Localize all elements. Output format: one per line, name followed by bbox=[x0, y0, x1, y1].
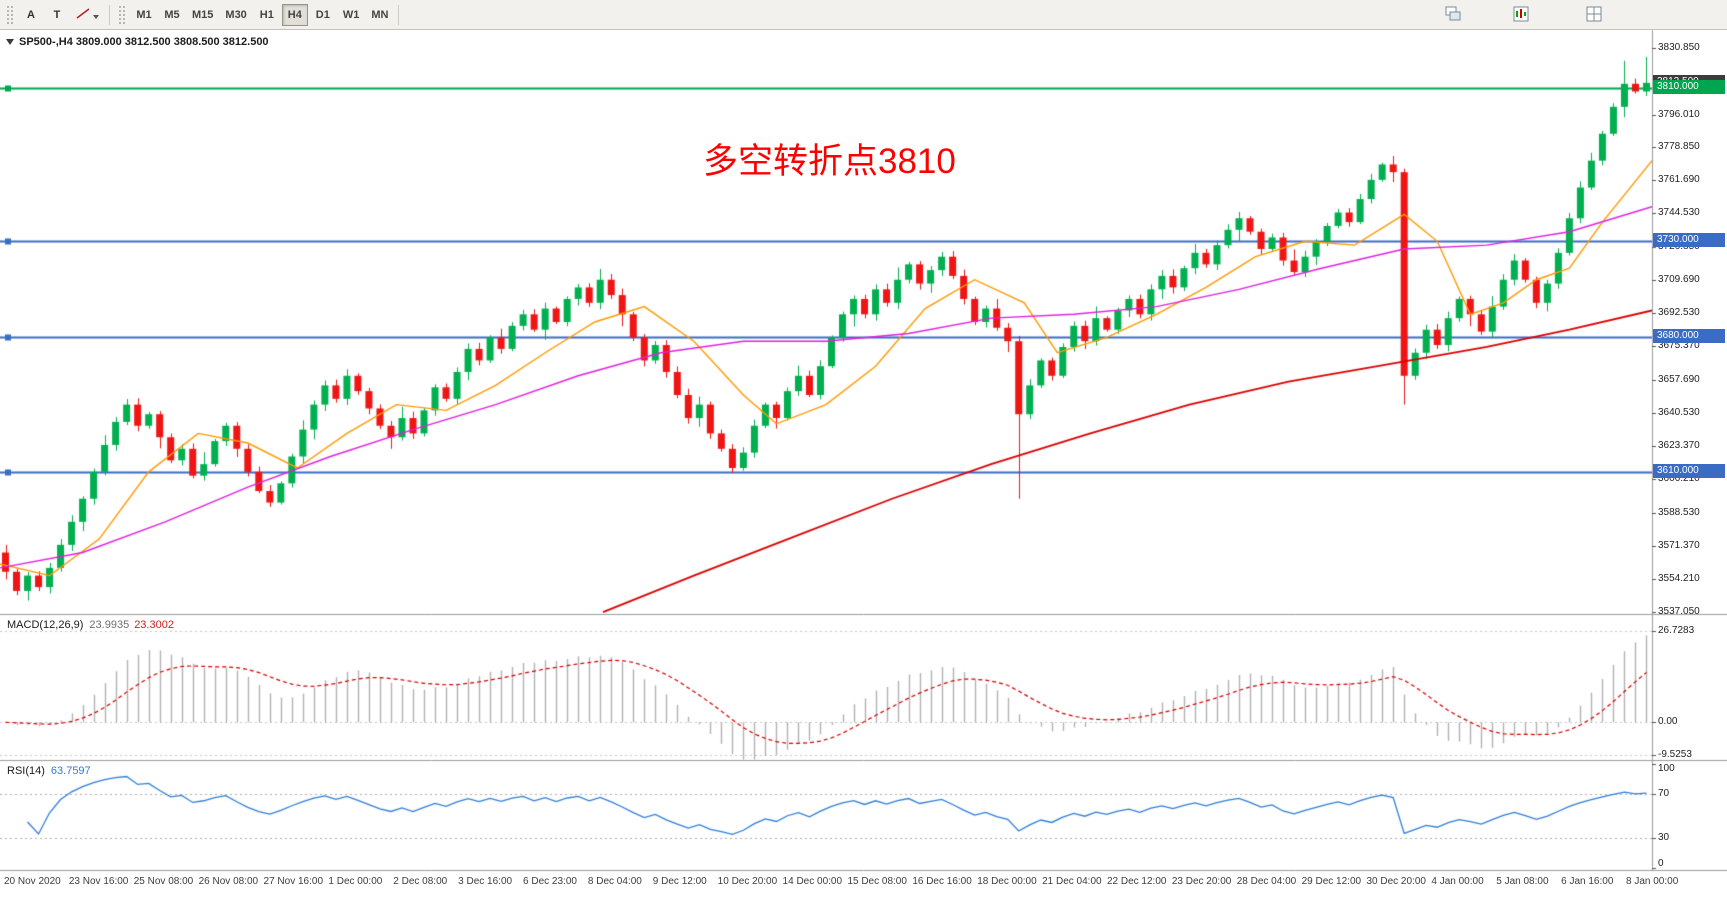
timeframe-button-m5[interactable]: M5 bbox=[159, 4, 185, 26]
price-axis-label: 3606.210 bbox=[1658, 473, 1700, 485]
time-axis-label: 1 Dec 00:00 bbox=[328, 876, 383, 887]
time-axis-label: 2 Dec 08:00 bbox=[393, 876, 448, 887]
time-axis-label: 26 Nov 08:00 bbox=[198, 876, 259, 887]
time-axis-label: 28 Dec 04:00 bbox=[1236, 876, 1297, 887]
chart-annotation[interactable]: 多空转折点3810 bbox=[703, 142, 956, 181]
time-axis-label: 6 Dec 23:00 bbox=[523, 876, 577, 887]
price-axis-label: 3640.530 bbox=[1658, 407, 1700, 419]
price-axis-label: 3830.850 bbox=[1658, 41, 1700, 53]
timeframe-button-h1[interactable]: H1 bbox=[254, 4, 280, 26]
time-axis-label: 29 Dec 12:00 bbox=[1301, 876, 1362, 887]
chevron-down-icon bbox=[93, 15, 99, 19]
shapes-dropdown-button[interactable] bbox=[71, 4, 104, 26]
macd-label: MACD(12,26,9) bbox=[7, 619, 84, 631]
rsi-axis-label: 70 bbox=[1658, 788, 1670, 800]
time-axis-label: 27 Nov 16:00 bbox=[263, 876, 324, 887]
time-axis-label: 3 Dec 16:00 bbox=[458, 876, 513, 887]
chart-title: SP500-,H4 3809.000 3812.500 3808.500 381… bbox=[6, 36, 269, 48]
price-axis-label: 3761.690 bbox=[1658, 174, 1700, 186]
price-axis-label: 3744.530 bbox=[1658, 207, 1700, 219]
time-axis-label: 20 Nov 2020 bbox=[4, 876, 61, 887]
chart-title-text: SP500-,H4 3809.000 3812.500 3808.500 381… bbox=[19, 36, 269, 48]
time-axis-label: 8 Dec 04:00 bbox=[587, 876, 642, 887]
price-axis-label: 3571.370 bbox=[1658, 540, 1700, 552]
text-label-tool-button[interactable]: T bbox=[45, 4, 69, 26]
time-axis-label: 10 Dec 20:00 bbox=[717, 876, 778, 887]
timeframe-button-m30[interactable]: M30 bbox=[220, 4, 251, 26]
hline-price-badge: 3680.000 bbox=[1653, 329, 1725, 344]
time-axis-label: 22 Dec 12:00 bbox=[1106, 876, 1167, 887]
toolbar-grip[interactable] bbox=[6, 4, 14, 25]
time-axis-label: 16 Dec 16:00 bbox=[912, 876, 972, 887]
price-axis-label: 3675.370 bbox=[1658, 340, 1700, 352]
toolbar-separator bbox=[398, 4, 400, 25]
time-axis-label: 5 Jan 08:00 bbox=[1496, 876, 1549, 887]
toolbar-grip[interactable] bbox=[118, 4, 126, 25]
timeframe-button-d1[interactable]: D1 bbox=[310, 4, 336, 26]
price-axis-label: 3709.690 bbox=[1658, 274, 1700, 286]
new-chart-icon[interactable] bbox=[1512, 5, 1532, 25]
rsi-axis-label: 100 bbox=[1658, 763, 1675, 774]
timeframe-button-mn[interactable]: MN bbox=[366, 4, 393, 26]
rsi-indicator-label: RSI(14) 63.7597 bbox=[7, 765, 91, 777]
macd-axis-label: 0.00 bbox=[1658, 716, 1678, 728]
timeframe-button-m15[interactable]: M15 bbox=[187, 4, 218, 26]
text-annotation-tool-button[interactable]: A bbox=[19, 4, 43, 26]
macd-indicator-label: MACD(12,26,9) 23.9935 23.3002 bbox=[7, 619, 174, 631]
hline-price-badge: 3610.000 bbox=[1653, 463, 1725, 478]
price-axis-label: 3657.690 bbox=[1658, 374, 1700, 386]
time-axis-label: 4 Jan 00:00 bbox=[1431, 876, 1484, 887]
time-axis-label: 18 Dec 00:00 bbox=[977, 876, 1037, 887]
price-axis-label: 3588.530 bbox=[1658, 507, 1700, 519]
time-axis-label: 9 Dec 12:00 bbox=[652, 876, 707, 887]
time-axis-label: 6 Jan 16:00 bbox=[1561, 876, 1614, 887]
time-axis-label: 14 Dec 00:00 bbox=[782, 876, 843, 887]
time-axis-label: 8 Jan 00:00 bbox=[1626, 876, 1679, 887]
hline-price-badge: 3730.000 bbox=[1653, 233, 1725, 248]
collapse-triangle-icon[interactable] bbox=[6, 39, 14, 45]
window-grid-icon[interactable] bbox=[1585, 5, 1605, 25]
time-axis-label: 23 Dec 20:00 bbox=[1171, 876, 1232, 887]
price-axis-label: 3554.210 bbox=[1658, 573, 1700, 585]
trendline-icon bbox=[76, 8, 90, 19]
rsi-axis-label: 30 bbox=[1658, 831, 1670, 843]
rsi-label: RSI(14) bbox=[7, 765, 45, 777]
macd-axis-label: -9.5253 bbox=[1658, 748, 1692, 760]
top-toolbar: A T M1 M5 M15 M30 H1 H4 D1 W1 MN bbox=[0, 0, 1727, 30]
timeframe-button-m1[interactable]: M1 bbox=[131, 4, 157, 26]
time-axis-label: 30 Dec 20:00 bbox=[1366, 876, 1426, 887]
price-axis-label: 3537.050 bbox=[1658, 605, 1700, 617]
price-axis-label: 3796.010 bbox=[1658, 108, 1700, 120]
price-axis-label: 3623.370 bbox=[1658, 440, 1700, 452]
macd-main-value: 23.9935 bbox=[89, 619, 130, 631]
time-axis-label: 15 Dec 08:00 bbox=[847, 876, 907, 887]
time-axis-label: 23 Nov 16:00 bbox=[68, 876, 129, 887]
price-axis-label: 3692.530 bbox=[1658, 307, 1700, 319]
time-axis-label: 21 Dec 04:00 bbox=[1042, 876, 1102, 887]
price-axis-label: 3778.850 bbox=[1658, 141, 1700, 153]
rsi-axis-label: 0 bbox=[1658, 858, 1664, 869]
tile-windows-icon[interactable] bbox=[1444, 5, 1464, 25]
timeframe-toolbar: M1 M5 M15 M30 H1 H4 D1 W1 MN bbox=[130, 3, 394, 26]
toolbar-separator bbox=[109, 4, 110, 25]
time-axis-label: 25 Nov 08:00 bbox=[133, 876, 194, 887]
timeframe-button-w1[interactable]: W1 bbox=[338, 4, 365, 26]
hline-price-badge: 3810.000 bbox=[1653, 79, 1725, 94]
timeframe-button-h4[interactable]: H4 bbox=[281, 3, 308, 26]
macd-axis-label: 26.7283 bbox=[1658, 624, 1695, 636]
rsi-value: 63.7597 bbox=[50, 765, 91, 777]
macd-signal-value: 23.3002 bbox=[134, 619, 174, 631]
